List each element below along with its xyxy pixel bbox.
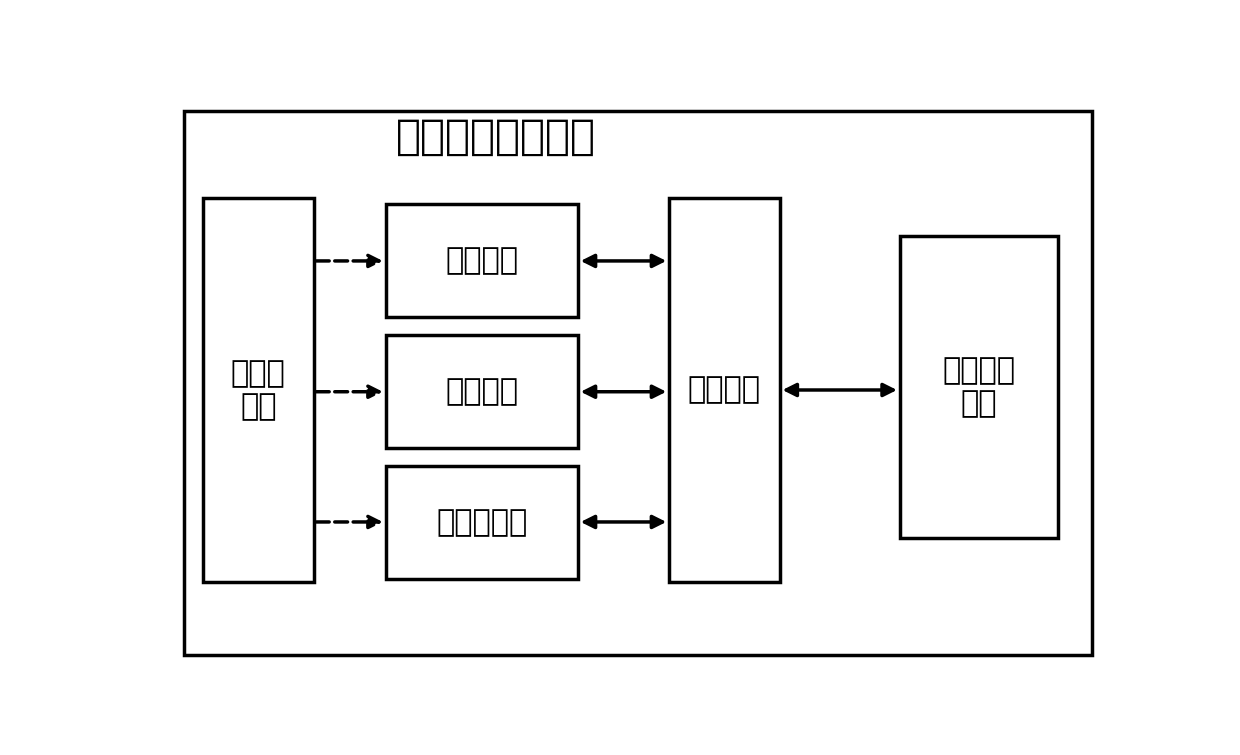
Bar [670,198,780,582]
Bar [386,204,578,317]
Text: 逻辑模型: 逻辑模型 [688,375,761,405]
Text: 驾驶舱
模型: 驾驶舱 模型 [231,359,285,421]
Bar [386,334,578,448]
Text: 人机接口快速原型: 人机接口快速原型 [396,116,596,158]
Bar [203,198,314,582]
Bar [386,466,578,579]
Text: 界面模型: 界面模型 [445,377,518,406]
Text: 外部数据
激励: 外部数据 激励 [942,356,1016,418]
Text: 界面模型: 界面模型 [445,246,518,275]
Text: 控制板模型: 控制板模型 [436,508,527,537]
Bar [900,236,1058,538]
